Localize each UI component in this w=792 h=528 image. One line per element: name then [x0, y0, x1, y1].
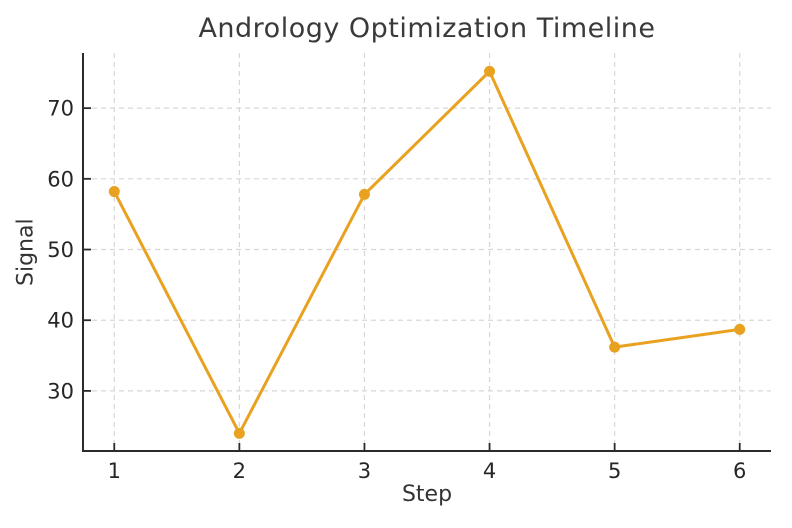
x-tick-label: 3 [358, 459, 371, 483]
data-point-marker [734, 323, 746, 335]
data-point-marker [609, 341, 621, 353]
x-tick-label: 1 [108, 459, 121, 483]
y-tick-label: 50 [47, 238, 74, 262]
y-tick-label: 40 [47, 309, 74, 333]
x-tick-label: 6 [733, 459, 746, 483]
data-point-marker [108, 186, 120, 198]
data-point-marker [484, 65, 496, 77]
y-tick-label: 70 [47, 97, 74, 121]
x-tick-label: 2 [233, 459, 246, 483]
series-line [112, 69, 742, 435]
chart-title: Andrology Optimization Timeline [198, 13, 656, 44]
x-tick-label: 4 [483, 459, 496, 483]
x-axis-label: Step [401, 482, 453, 507]
y-axis-label: Signal [13, 218, 39, 286]
x-tick-label: 5 [608, 459, 621, 483]
y-tick-label: 60 [47, 167, 74, 191]
data-point-marker [233, 427, 245, 439]
y-tick-label: 30 [47, 379, 74, 403]
data-point-marker [358, 188, 370, 200]
